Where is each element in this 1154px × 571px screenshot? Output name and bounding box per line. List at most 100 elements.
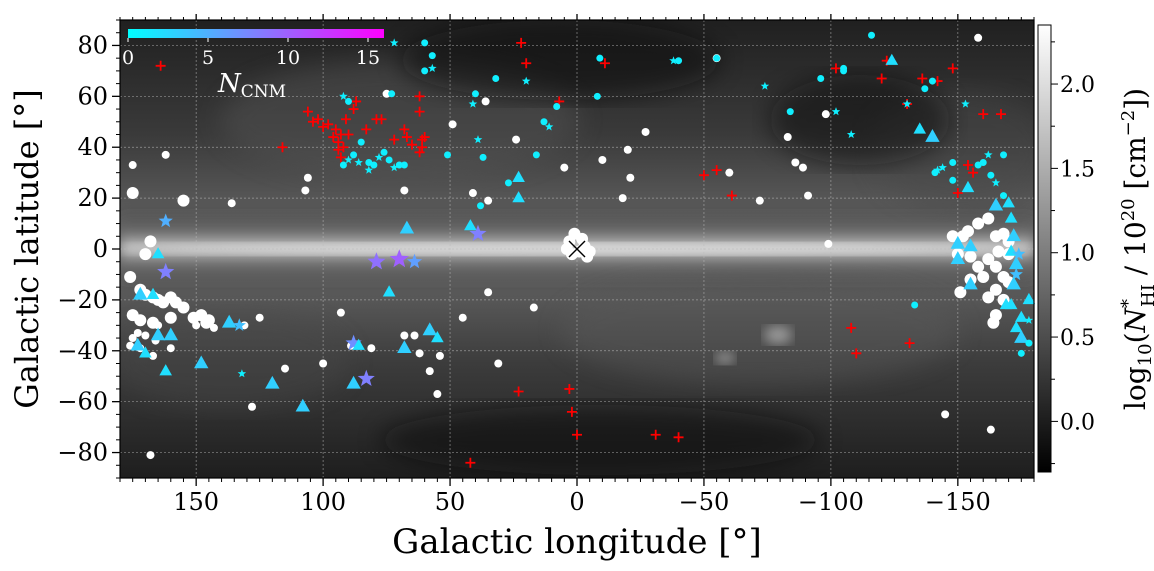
data-point-white [139, 248, 152, 261]
data-point-white [415, 349, 424, 358]
data-point-white [821, 110, 830, 119]
data-point-circle [479, 153, 487, 161]
data-point-white [400, 331, 409, 340]
data-point-circle [949, 176, 957, 184]
data-point-plus [406, 139, 417, 150]
data-point-circle [713, 54, 721, 62]
data-point-star [406, 253, 423, 269]
ncnm-colorbar: 0 5 10 15 NCNM [122, 29, 384, 102]
data-point-white [946, 230, 959, 243]
data-point-white [458, 313, 467, 322]
data-point-plus [335, 152, 346, 163]
data-point-white [512, 135, 521, 144]
data-point-plus [917, 73, 928, 84]
data-point-star [232, 318, 246, 331]
data-point-plus [401, 132, 412, 143]
data-point-white [583, 245, 596, 258]
data-point-star [1024, 315, 1034, 324]
data-point-circle [593, 92, 601, 100]
data-point-star [469, 224, 487, 241]
data-point-star [938, 163, 947, 172]
x-tick-label: −100 [798, 488, 864, 516]
data-point-white [982, 253, 995, 266]
data-point-circle [928, 77, 936, 85]
data-point-white [977, 270, 990, 283]
data-point-white [301, 186, 310, 195]
data-point-white [987, 316, 1000, 329]
map-cloud [560, 275, 960, 385]
data-point-star [389, 249, 409, 268]
data-point-triangle [1002, 196, 1015, 208]
data-point-circle [421, 39, 429, 47]
x-tick-label: 0 [569, 488, 584, 516]
data-point-white [161, 150, 170, 159]
data-point-plus [521, 58, 532, 69]
data-point-circle [540, 118, 548, 126]
data-point-white [755, 196, 764, 205]
ncnm-tick-label: 5 [202, 47, 214, 69]
ncnm-tick-label: 15 [356, 47, 380, 69]
map-dark-region [380, 405, 820, 475]
ncnm-tick-label: 10 [276, 47, 300, 69]
data-point-triangle [512, 191, 525, 203]
data-point-plus [414, 147, 425, 158]
data-point-star [544, 122, 554, 131]
data-point-white [972, 260, 985, 273]
data-point-star [961, 99, 970, 108]
data-point-white [798, 163, 807, 172]
data-point-circle [388, 90, 396, 98]
data-point-white [982, 212, 995, 225]
x-tick-label: −150 [925, 488, 991, 516]
map-dark-region [400, 20, 720, 100]
data-point-plus [995, 109, 1006, 120]
map-bright-patch [715, 352, 735, 364]
data-point-triangle [221, 314, 237, 328]
data-point-triangle [1022, 292, 1036, 305]
data-point-circle [385, 156, 393, 164]
data-point-white [494, 359, 503, 368]
data-point-plus [711, 165, 722, 176]
data-point-plus [851, 348, 862, 359]
cbar-label-cm-exp: −2 [1118, 110, 1139, 137]
data-point-triangle [999, 297, 1013, 310]
data-point-triangle [352, 338, 365, 350]
data-point-white [281, 364, 290, 373]
data-point-star [846, 130, 856, 139]
data-point-circle [840, 64, 848, 72]
ncnm-colorbar-bar [128, 29, 384, 38]
data-point-white [209, 323, 218, 332]
data-point-white [964, 250, 977, 263]
data-point-star [237, 369, 247, 378]
data-point-white [484, 288, 493, 297]
data-point-white [202, 314, 215, 327]
data-point-plus [302, 106, 313, 117]
cbar-tick-label: 1.5 [1060, 157, 1095, 182]
ncnm-tick-label: 0 [122, 47, 134, 69]
data-point-star [389, 163, 399, 172]
data-point-white [804, 191, 813, 200]
data-point-white [146, 451, 155, 460]
x-tick-label: 50 [435, 488, 466, 516]
cbar-tick-label: 0.0 [1060, 410, 1095, 435]
data-point-plus [318, 121, 329, 132]
data-point-white [336, 308, 345, 317]
data-point-triangle [346, 375, 361, 389]
data-point-plus [361, 124, 372, 135]
y-tick-label: −40 [57, 337, 108, 365]
cbar-label-hi: HI [1138, 284, 1154, 307]
data-point-star [339, 91, 348, 100]
data-point-white [626, 173, 635, 182]
data-point-triangle [963, 276, 978, 290]
data-point-plus [516, 37, 527, 48]
data-point-white [319, 359, 328, 368]
data-point-plus [338, 142, 349, 153]
cbar-tick-label: 2.0 [1060, 73, 1095, 98]
data-point-triangle [1009, 256, 1024, 270]
data-point-circle [675, 57, 683, 65]
data-point-circle [911, 301, 919, 309]
data-point-circle [817, 75, 825, 83]
data-point-white [989, 260, 1002, 273]
data-point-plus [376, 114, 387, 125]
data-point-white [124, 270, 137, 283]
data-point-triangle [885, 53, 899, 65]
